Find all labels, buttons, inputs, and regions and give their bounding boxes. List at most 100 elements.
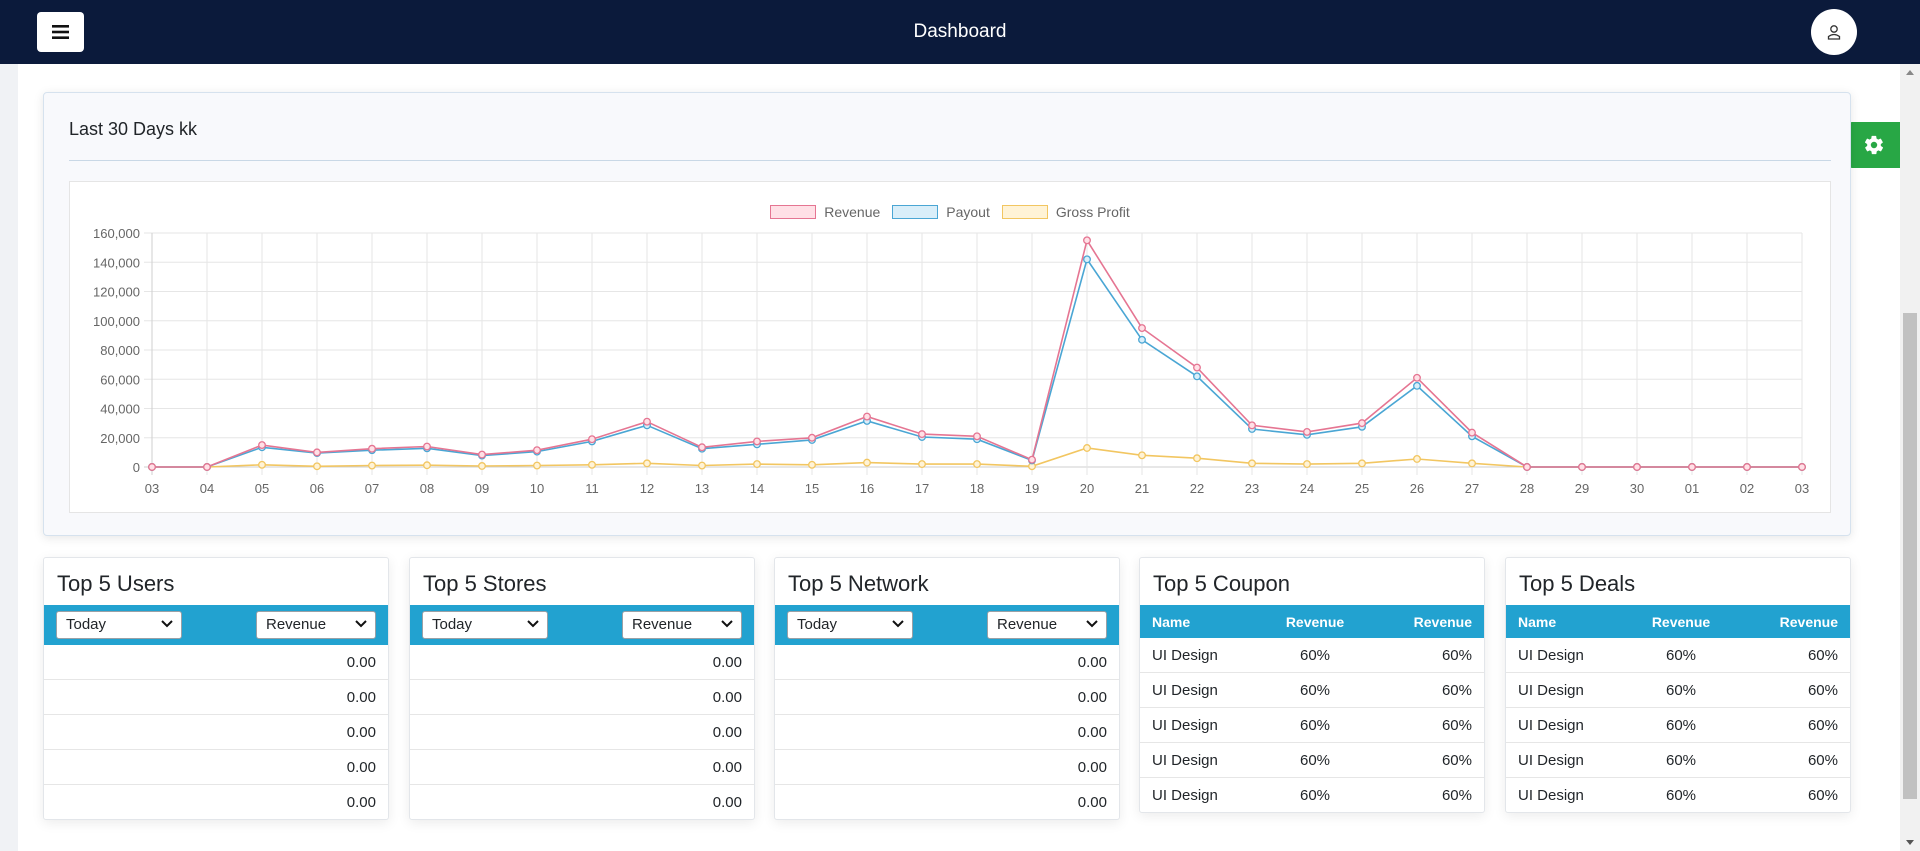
cell-revenue: 60%: [1807, 681, 1838, 699]
value-text: 0.00: [1077, 759, 1107, 776]
column-header-revenue: Revenue: [1779, 613, 1838, 630]
period-select[interactable]: Today: [56, 611, 182, 639]
chevron-down-icon: [161, 620, 173, 628]
scroll-down-arrow[interactable]: [1900, 834, 1920, 851]
legend-revenue[interactable]: Revenue: [770, 204, 880, 220]
x-tick-label: 08: [420, 481, 434, 496]
x-tick-label: 18: [970, 481, 984, 496]
x-tick-label: 20: [1080, 481, 1094, 496]
metric-select[interactable]: Revenue: [987, 611, 1107, 639]
list-item: 0.00: [44, 679, 388, 714]
period-select[interactable]: Today: [422, 611, 548, 639]
data-point-payout: [1193, 372, 1201, 381]
table-row: UI Design 60% 60%: [1140, 672, 1484, 707]
value-text: 0.00: [346, 759, 376, 776]
data-point-revenue: [698, 443, 706, 452]
cell-name: UI Design: [1152, 716, 1218, 734]
cell-revenue: 60%: [1665, 716, 1697, 734]
table-header: Name Revenue Revenue: [1140, 605, 1484, 638]
data-point-revenue: [368, 444, 376, 453]
legend-swatch-revenue: [770, 205, 817, 219]
value-text: 0.00: [346, 794, 376, 811]
x-tick-label: 07: [365, 481, 379, 496]
data-point-gross-profit: [1468, 459, 1476, 468]
data-point-revenue: [1468, 428, 1476, 437]
x-tick-label: 01: [1685, 481, 1699, 496]
top-coupon-card: Top 5 Coupon Name Revenue Revenue UI Des…: [1139, 557, 1485, 813]
y-tick-label: 160,000: [93, 226, 140, 241]
value-text: 0.00: [712, 654, 742, 671]
data-point-revenue: [1028, 455, 1036, 464]
list-item: 0.00: [775, 714, 1119, 749]
x-tick-label: 10: [530, 481, 544, 496]
top-stores-card: Top 5 Stores Today Revenue 0.00 0.00 0.0…: [409, 557, 755, 820]
card-title: Top 5 Coupon: [1153, 571, 1290, 596]
value-list: 0.00 0.00 0.00 0.00 0.00: [410, 645, 754, 819]
x-tick-label: 30: [1630, 481, 1644, 496]
x-tick-label: 17: [915, 481, 929, 496]
list-item: 0.00: [410, 645, 754, 679]
data-point-revenue: [1633, 463, 1641, 471]
value-text: 0.00: [1077, 654, 1107, 671]
legend-swatch-gross-profit: [1001, 205, 1048, 219]
table-row: UI Design 60% 60%: [1506, 742, 1850, 777]
data-point-revenue: [973, 432, 981, 441]
data-point-gross-profit: [1413, 455, 1421, 463]
legend-payout[interactable]: Payout: [892, 204, 990, 220]
card-title: Top 5 Network: [788, 571, 929, 596]
data-point-payout: [1138, 335, 1146, 344]
x-tick-label: 19: [1025, 481, 1039, 496]
cell-name: UI Design: [1152, 786, 1218, 804]
list-item: 0.00: [775, 645, 1119, 679]
list-item: 0.00: [775, 749, 1119, 784]
data-point-payout: [1413, 381, 1421, 390]
chevron-down-icon: [527, 620, 539, 628]
scroll-up-arrow[interactable]: [1900, 64, 1920, 81]
data-point-revenue: [1798, 463, 1806, 471]
cell-revenue: 60%: [1807, 716, 1838, 734]
data-point-revenue: [478, 450, 486, 459]
data-point-gross-profit: [533, 461, 541, 470]
cell-revenue: 60%: [1441, 646, 1472, 664]
cell-revenue: 60%: [1441, 716, 1472, 734]
data-point-revenue: [1523, 463, 1531, 471]
legend-gross-profit[interactable]: Gross Profit: [1001, 204, 1130, 220]
page-scrollbar[interactable]: [1900, 64, 1920, 851]
cell-name: UI Design: [1518, 786, 1584, 804]
card-title: Top 5 Users: [57, 571, 175, 596]
metric-select[interactable]: Revenue: [622, 611, 742, 639]
list-item: 0.00: [410, 784, 754, 819]
last-30-days-card: Last 30 Days kk Revenue Payout Gross Pro…: [43, 92, 1851, 536]
x-tick-label: 21: [1135, 481, 1149, 496]
menu-button[interactable]: [37, 12, 84, 52]
table-body: UI Design 60% 60% UI Design 60% 60% UI Desig…: [1506, 638, 1850, 812]
cell-revenue: 60%: [1807, 786, 1838, 804]
revenue-line-chart: 0 20,000 40,000 60,000 80,000 100,000 120,000 1…: [93, 226, 1809, 496]
x-tick-label: 25: [1355, 481, 1369, 496]
value-text: 0.00: [346, 724, 376, 741]
value-text: 0.00: [346, 689, 376, 706]
x-tick-label: 03: [1795, 481, 1809, 496]
data-point-revenue: [203, 463, 211, 471]
data-point-revenue: [1083, 236, 1091, 245]
x-tick-label: 14: [750, 481, 764, 496]
scroll-thumb[interactable]: [1903, 313, 1917, 799]
user-profile-button[interactable]: [1811, 9, 1857, 55]
settings-button[interactable]: [1847, 122, 1900, 168]
metric-select-value: Revenue: [997, 616, 1058, 633]
cell-revenue: 60%: [1807, 646, 1838, 664]
cell-revenue: 60%: [1299, 646, 1331, 664]
chevron-down-icon: [355, 620, 367, 628]
list-item: 0.00: [44, 714, 388, 749]
list-item: 0.00: [410, 679, 754, 714]
data-point-gross-profit: [1358, 459, 1366, 468]
data-point-gross-profit: [1248, 459, 1256, 468]
data-point-gross-profit: [1193, 454, 1201, 463]
metric-select[interactable]: Revenue: [256, 611, 376, 639]
period-select[interactable]: Today: [787, 611, 913, 639]
period-select-value: Today: [66, 616, 107, 633]
x-tick-label: 26: [1410, 481, 1424, 496]
cell-name: UI Design: [1518, 646, 1584, 664]
period-select-value: Today: [432, 616, 473, 633]
data-point-gross-profit: [1083, 444, 1091, 452]
